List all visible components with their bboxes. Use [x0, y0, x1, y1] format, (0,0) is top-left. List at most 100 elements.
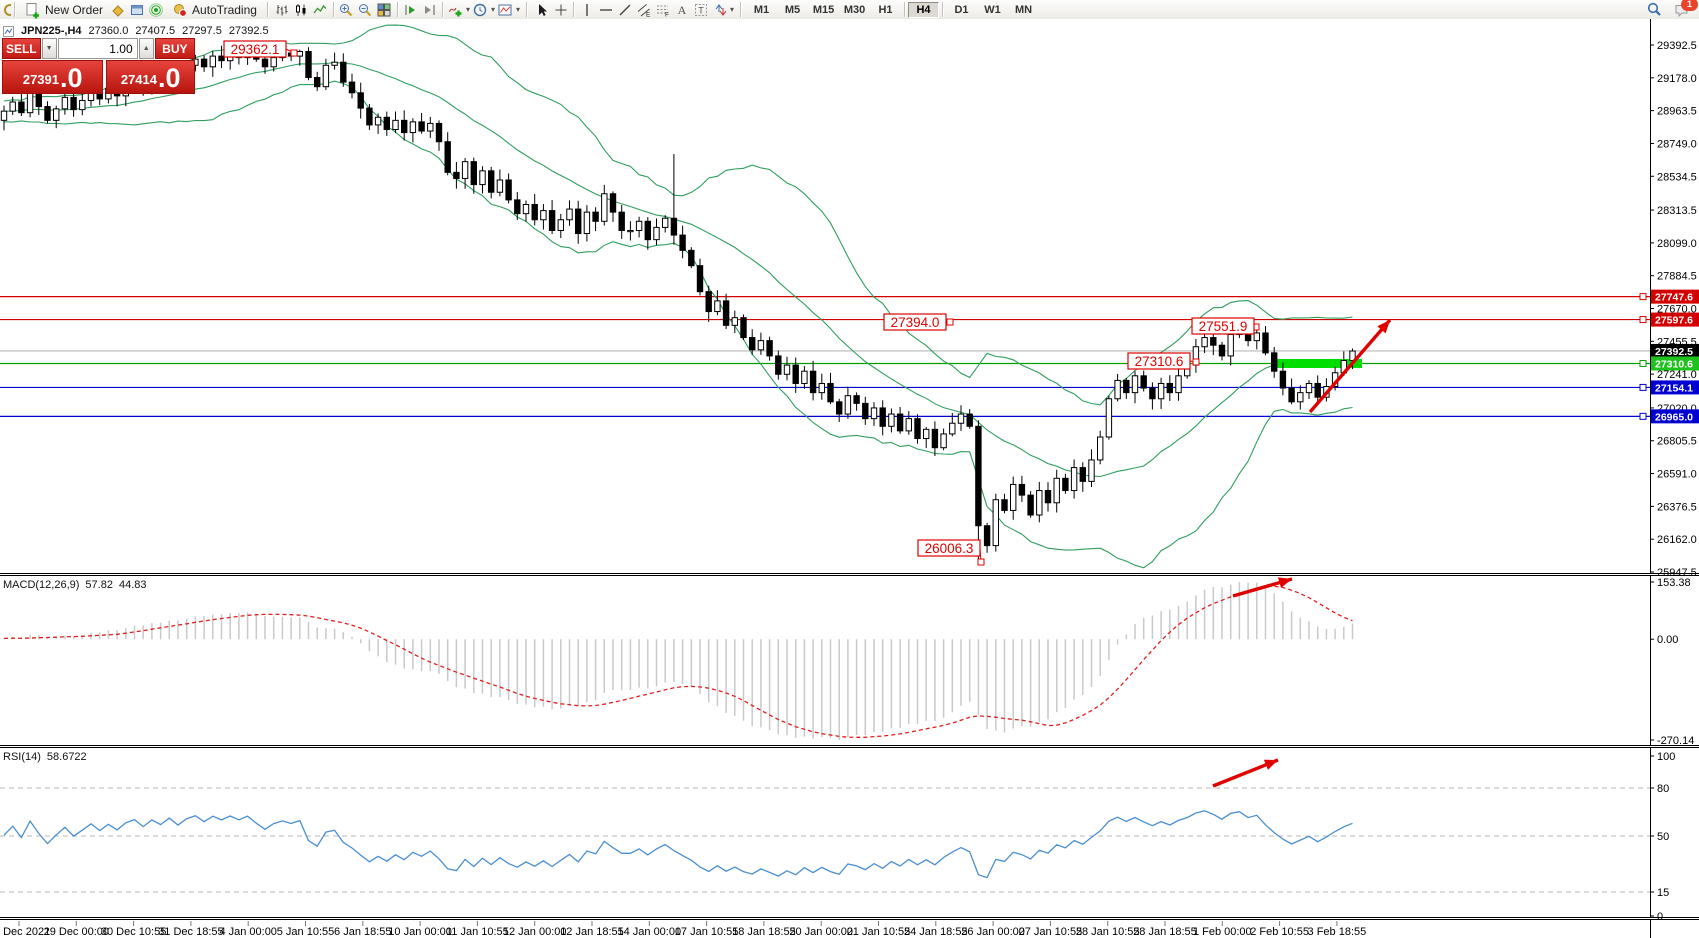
svg-text:F: F: [665, 11, 669, 18]
macd-chart[interactable]: 153.38 0.00 -270.14: [0, 576, 1699, 748]
svg-text:5 Jan 10:55: 5 Jan 10:55: [277, 926, 335, 938]
toolbar: New Order AutoTrading ▾: [0, 0, 1699, 20]
svg-text:27394.0: 27394.0: [891, 315, 940, 330]
one-click-trading: SELL ▼ ▲ BUY 27391 .0 27414 .0: [2, 38, 195, 94]
chart-window-icon[interactable]: [3, 25, 14, 37]
timeframe-d1[interactable]: D1: [954, 3, 969, 16]
timeframe-h1[interactable]: H1: [878, 3, 893, 16]
svg-text:26805.5: 26805.5: [1657, 436, 1697, 448]
timeframe-h4[interactable]: H4: [908, 1, 940, 18]
price-chart[interactable]: 29392.5 29178.0 28963.5 28749.0 28534.5 28313…: [0, 19, 1699, 579]
text-icon[interactable]: A: [672, 2, 691, 18]
notification-badge: 1: [1681, 0, 1698, 11]
cursor-icon[interactable]: [532, 2, 551, 18]
svg-text:12 Jan 18:55: 12 Jan 18:55: [560, 926, 624, 938]
bar-chart-icon[interactable]: [273, 2, 292, 18]
svg-text:0.00: 0.00: [1657, 634, 1678, 646]
svg-text:153.38: 153.38: [1657, 577, 1691, 589]
macd-signal-value: 44.83: [118, 579, 147, 591]
lot-increase-button[interactable]: ▲: [138, 38, 154, 59]
buy-button[interactable]: BUY: [154, 38, 195, 59]
autotrading-label: AutoTrading: [192, 2, 257, 17]
periods-icon[interactable]: [471, 2, 490, 18]
templates-icon[interactable]: [496, 2, 515, 18]
svg-text:12 Jan 00:00: 12 Jan 00:00: [503, 926, 567, 938]
rsi-panel: 1008050150: [0, 748, 1699, 923]
macd-panel: 153.38 0.00 -270.14: [0, 576, 1699, 748]
svg-text:15: 15: [1657, 887, 1669, 899]
new-order-button[interactable]: New Order: [18, 0, 108, 19]
arrows-tool-icon[interactable]: [710, 2, 729, 18]
svg-text:20 Jan 00:00: 20 Jan 00:00: [789, 926, 853, 938]
lot-decrease-button[interactable]: ▼: [41, 38, 57, 59]
auto-scroll-icon[interactable]: [401, 2, 420, 18]
svg-text:27670.0: 27670.0: [1657, 304, 1697, 316]
svg-text:27392.5: 27392.5: [1655, 346, 1693, 358]
svg-text:10 Jan 00:00: 10 Jan 00:00: [388, 926, 452, 938]
svg-text:26591.0: 26591.0: [1657, 469, 1697, 481]
toolbar-separator: [332, 2, 334, 17]
svg-text:27597.6: 27597.6: [1655, 315, 1693, 327]
candlestick-icon[interactable]: [292, 2, 311, 18]
signals-icon[interactable]: [146, 2, 165, 18]
timeframe-m1[interactable]: M1: [753, 3, 770, 16]
crosshair-icon[interactable]: [551, 2, 570, 18]
arrows-dropdown-caret[interactable]: ▾: [730, 5, 735, 14]
periods-dropdown-caret[interactable]: ▾: [490, 5, 495, 14]
equidistant-channel-icon[interactable]: E: [634, 2, 653, 18]
lot-size-input[interactable]: [57, 38, 138, 59]
sell-button[interactable]: SELL: [2, 38, 41, 59]
svg-text:50: 50: [1657, 831, 1669, 843]
search-icon[interactable]: [1645, 2, 1664, 18]
text-label-icon[interactable]: T: [691, 2, 710, 18]
svg-text:27241.0: 27241.0: [1657, 369, 1697, 381]
buy-price[interactable]: 27414 .0: [106, 60, 195, 94]
rsi-header: RSI(14) 58.6722: [3, 751, 87, 763]
svg-text:14 Jan 00:00: 14 Jan 00:00: [617, 926, 681, 938]
horizontal-line-icon[interactable]: [596, 2, 615, 18]
svg-text:E: E: [646, 11, 651, 18]
svg-text:27154.1: 27154.1: [1655, 382, 1693, 394]
rsi-chart[interactable]: 1008050150: [0, 748, 1699, 923]
new-order-icon: [23, 2, 42, 18]
line-chart-icon[interactable]: [311, 2, 330, 18]
timeframe-mn[interactable]: MN: [1014, 3, 1033, 16]
svg-text:26376.5: 26376.5: [1657, 501, 1697, 513]
vertical-line-icon[interactable]: [577, 2, 596, 18]
svg-text:21 Jan 10:55: 21 Jan 10:55: [847, 926, 911, 938]
data-window-icon[interactable]: [127, 2, 146, 18]
svg-text:1 Feb 00:00: 1 Feb 00:00: [1193, 926, 1252, 938]
chart-shift-icon[interactable]: [420, 2, 439, 18]
trendline-icon[interactable]: [615, 2, 634, 18]
indicators-icon[interactable]: [446, 2, 465, 18]
metaeditor-icon[interactable]: [108, 2, 127, 18]
buy-price-main: 27414: [120, 72, 157, 87]
new-order-label: New Order: [45, 2, 104, 17]
sell-price-big: .0: [60, 63, 83, 93]
timeframe-w1[interactable]: W1: [984, 3, 1001, 16]
tile-windows-icon[interactable]: [375, 2, 394, 18]
notifications-icon[interactable]: 1: [1672, 0, 1698, 18]
svg-text:27884.5: 27884.5: [1657, 271, 1697, 283]
svg-text:28313.5: 28313.5: [1657, 205, 1697, 217]
sell-price[interactable]: 27391 .0: [2, 60, 104, 94]
rsi-title: RSI(14): [3, 751, 41, 763]
indicators-dropdown-caret[interactable]: ▾: [465, 5, 470, 14]
svg-text:17 Jan 10:55: 17 Jan 10:55: [675, 926, 739, 938]
zoom-in-icon[interactable]: [337, 2, 356, 18]
bar-low: 27297.5: [182, 25, 222, 37]
symbol-name: JPN225-,H4: [21, 25, 82, 37]
autotrading-button[interactable]: AutoTrading: [165, 0, 262, 19]
fibonacci-icon[interactable]: F: [653, 2, 672, 18]
timeframe-m15[interactable]: M15: [812, 3, 835, 16]
toolbar-separator: [740, 2, 742, 17]
timeframe-m5[interactable]: M5: [784, 3, 801, 16]
zoom-out-icon[interactable]: [356, 2, 375, 18]
svg-text:27551.9: 27551.9: [1199, 319, 1248, 334]
timeframe-m30[interactable]: M30: [843, 3, 866, 16]
svg-text:31 Dec 18:55: 31 Dec 18:55: [158, 926, 223, 938]
timeframe-group: M1 M5 M15 M30 H1 H4 D1 W1 MN: [744, 0, 1041, 19]
templates-dropdown-caret[interactable]: ▾: [515, 5, 520, 14]
